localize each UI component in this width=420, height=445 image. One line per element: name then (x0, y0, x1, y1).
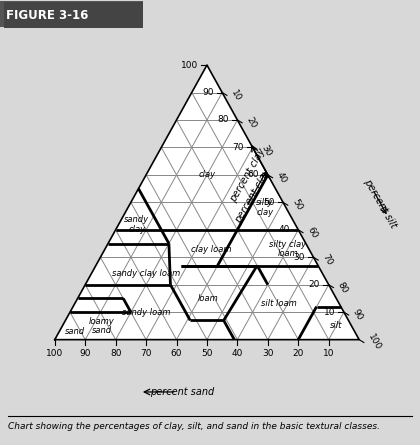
Text: 40: 40 (275, 170, 289, 185)
Text: Chart showing the percentages of clay, silt, and sand in the basic textural clas: Chart showing the percentages of clay, s… (8, 422, 381, 431)
Text: sand: sand (65, 327, 84, 336)
Text: percent silt: percent silt (362, 177, 399, 230)
Text: clay loam: clay loam (191, 245, 232, 254)
Text: 60: 60 (171, 348, 182, 357)
Text: 80: 80 (336, 280, 349, 295)
FancyBboxPatch shape (0, 1, 143, 28)
Text: 40: 40 (232, 348, 243, 357)
Text: 90: 90 (351, 308, 365, 322)
Text: silt: silt (330, 321, 342, 331)
Text: percent sand: percent sand (150, 387, 215, 397)
Text: percent clay: percent clay (229, 146, 268, 204)
Text: silt loam: silt loam (260, 299, 297, 308)
Text: sandy
clay: sandy clay (124, 215, 150, 234)
Text: 50: 50 (201, 348, 213, 357)
Text: 70: 70 (233, 143, 244, 152)
Text: 100: 100 (366, 333, 383, 352)
Text: 20: 20 (244, 116, 258, 130)
Text: 100: 100 (181, 61, 198, 69)
Text: 20: 20 (293, 348, 304, 357)
Text: 80: 80 (110, 348, 121, 357)
Text: 30: 30 (260, 143, 273, 158)
Text: 10: 10 (324, 307, 336, 317)
Text: sandy clay loam: sandy clay loam (112, 269, 180, 278)
Text: 20: 20 (309, 280, 320, 289)
Text: silty clay
loam: silty clay loam (269, 240, 306, 259)
Text: clay: clay (198, 170, 215, 179)
Text: 40: 40 (278, 225, 290, 235)
Text: FIGURE 3-16: FIGURE 3-16 (6, 8, 89, 22)
Polygon shape (55, 65, 359, 340)
Text: 70: 70 (320, 253, 334, 267)
Text: 10: 10 (323, 348, 334, 357)
Text: 90: 90 (79, 348, 91, 357)
Text: 60: 60 (248, 170, 259, 179)
Text: 30: 30 (294, 253, 305, 262)
Text: 100: 100 (46, 348, 63, 357)
Text: loamy
sand: loamy sand (89, 316, 115, 335)
Text: 50: 50 (290, 198, 304, 212)
Text: sandy loam: sandy loam (122, 307, 171, 317)
Text: 90: 90 (202, 88, 214, 97)
Text: 80: 80 (218, 116, 229, 125)
Text: 50: 50 (263, 198, 275, 207)
Text: 30: 30 (262, 348, 273, 357)
Text: loam: loam (198, 294, 219, 303)
Text: percent clay: percent clay (233, 167, 272, 225)
FancyBboxPatch shape (4, 2, 143, 28)
Text: 10: 10 (229, 88, 243, 103)
Text: 60: 60 (305, 226, 319, 240)
Text: FIGURE 3-16: FIGURE 3-16 (4, 7, 87, 20)
Text: 70: 70 (140, 348, 152, 357)
Text: silty
clay: silty clay (256, 198, 273, 217)
